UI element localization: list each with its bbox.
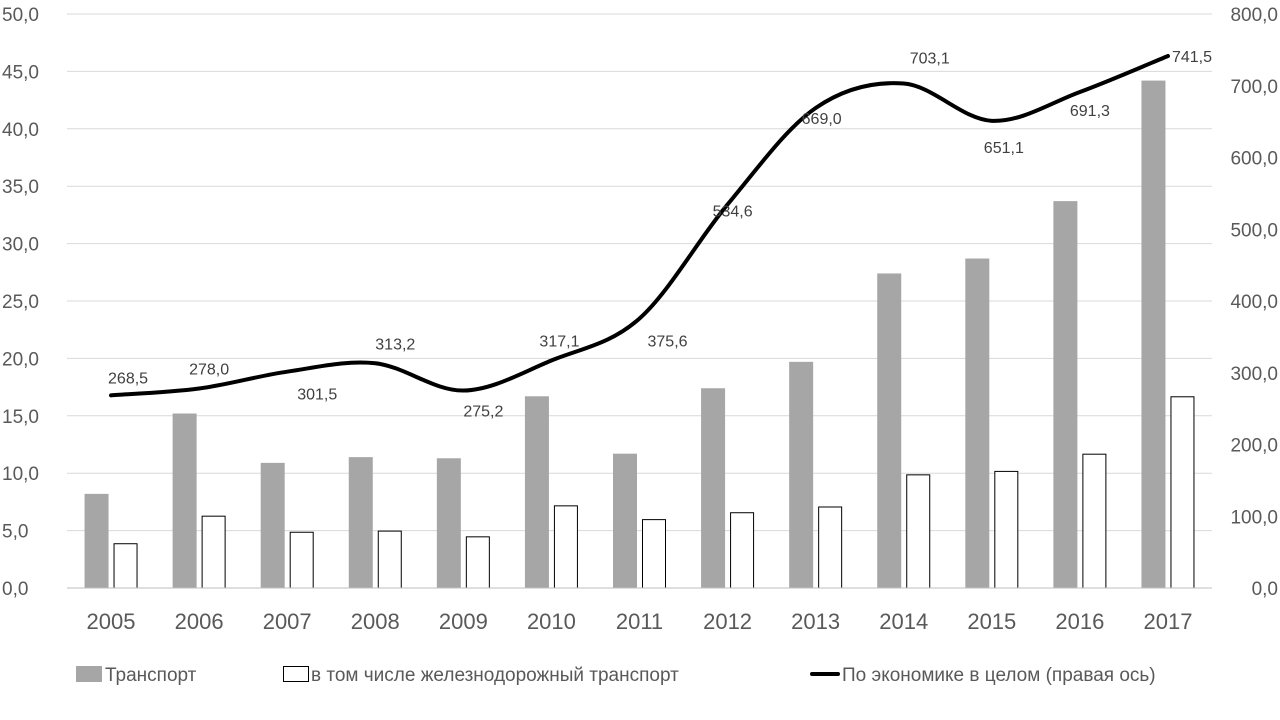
line-economy-total: [109, 53, 1170, 398]
right-axis-tick-label: 700,0: [1230, 77, 1278, 98]
bar-transport: [789, 361, 814, 588]
right-axis-tick-label: 200,0: [1230, 436, 1278, 457]
x-axis-tick-label: 2015: [967, 609, 1016, 634]
x-axis-tick-label: 2012: [703, 609, 752, 634]
left-axis-tick-label: 45,0: [2, 62, 39, 83]
line-data-label: 375,6: [648, 334, 688, 351]
bar-railway: [994, 470, 1019, 589]
right-axis-tick-label: 400,0: [1230, 292, 1278, 313]
bars: [84, 80, 1195, 589]
line-data-label: 268,5: [108, 370, 148, 387]
line-data-label: 317,1: [539, 333, 579, 350]
line-data-label: 691,3: [1070, 103, 1110, 120]
bar-railway: [377, 530, 402, 589]
x-axis-tick-label: 2016: [1055, 609, 1104, 634]
legend: Транспорт в том числе железнодорожный тра…: [76, 665, 1156, 686]
line-data-label: 278,0: [189, 362, 229, 379]
legend-label-transport: Транспорт: [105, 665, 197, 686]
x-axis-tick-label: 2005: [87, 609, 136, 634]
bar-railway: [1170, 396, 1195, 589]
left-axis-tick-label: 40,0: [2, 120, 39, 141]
bar-transport: [260, 462, 285, 588]
left-axis-tick-label: 15,0: [2, 407, 39, 428]
line-data-label: 275,2: [463, 404, 503, 421]
bar-transport: [613, 453, 637, 588]
bar-railway: [906, 474, 931, 589]
bar-railway: [642, 519, 666, 589]
left-axis-tick-label: 35,0: [2, 177, 39, 198]
left-axis-tick-label: 0,0: [2, 579, 28, 600]
x-axis-tick-label: 2011: [616, 609, 663, 634]
bar-railway: [113, 543, 138, 589]
bar-transport: [172, 413, 197, 588]
bar-railway: [553, 505, 578, 589]
x-axis-tick-label: 2017: [1143, 609, 1192, 634]
data-labels: 268,5 278,0 301,5 313,2 275,2 317,1 375,6 534,6…: [108, 49, 1212, 421]
bar-railway: [201, 515, 226, 589]
line-data-label: 703,1: [910, 51, 950, 68]
line-data-label: 651,1: [984, 140, 1024, 157]
x-axis-tick-label: 2007: [263, 609, 312, 634]
bar-railway: [289, 531, 314, 589]
line-data-label: 669,0: [802, 111, 842, 128]
left-axis-tick-label: 5,0: [2, 522, 28, 543]
line-data-label: 301,5: [297, 387, 337, 404]
bar-transport: [84, 493, 109, 588]
bar-transport: [348, 457, 373, 588]
line-data-label: 534,6: [713, 203, 753, 220]
bar-railway: [465, 536, 490, 589]
right-axis-tick-label: 0,0: [1252, 579, 1278, 600]
bar-transport: [701, 388, 726, 588]
legend-swatch-transport: [76, 666, 102, 682]
legend-label-railway: в том числе железнодорожный транспорт: [311, 665, 679, 686]
bar-transport: [1053, 201, 1078, 588]
right-axis-tick-label: 500,0: [1230, 220, 1278, 241]
right-axis-tick-label: 300,0: [1230, 364, 1278, 385]
line-data-label: 741,5: [1172, 49, 1212, 66]
left-axis-tick-label: 25,0: [2, 292, 39, 313]
x-axis-tick-label: 2013: [791, 609, 840, 634]
legend-label-economy: По экономике в целом (правая ось): [842, 665, 1156, 686]
x-axis-tick-label: 2008: [351, 609, 400, 634]
x-axis-tick-label: 2014: [879, 609, 928, 634]
line-data-label: 313,2: [375, 336, 415, 353]
right-axis-tick-label: 100,0: [1230, 507, 1278, 528]
x-axis-tick-label: 2009: [439, 609, 488, 634]
x-axis-tick-label: 2010: [527, 609, 576, 634]
left-axis-tick-label: 10,0: [2, 464, 39, 485]
bar-railway: [1082, 453, 1107, 589]
right-axis-tick-label: 600,0: [1230, 149, 1278, 170]
bar-transport: [965, 258, 990, 588]
line-series: [109, 53, 1170, 398]
x-axis-tick-label: 2006: [175, 609, 224, 634]
bar-transport: [877, 273, 902, 588]
bar-transport: [436, 458, 461, 588]
bar-transport: [1141, 80, 1166, 589]
left-axis-tick-label: 20,0: [2, 349, 39, 370]
gridlines: [67, 13, 1212, 532]
bar-railway: [818, 506, 843, 589]
left-axis-tick-label: 30,0: [2, 235, 39, 256]
left-axis-tick-label: 50,0: [2, 5, 39, 26]
right-axis-tick-label: 800,0: [1230, 5, 1278, 26]
axes: 0,0 5,0 10,0 15,0 20,0 25,0 30,0 35,0 40,0 45,0 50…: [2, 5, 1278, 634]
legend-swatch-railway: [283, 666, 309, 682]
bar-transport: [524, 396, 549, 588]
bar-railway: [730, 512, 755, 589]
